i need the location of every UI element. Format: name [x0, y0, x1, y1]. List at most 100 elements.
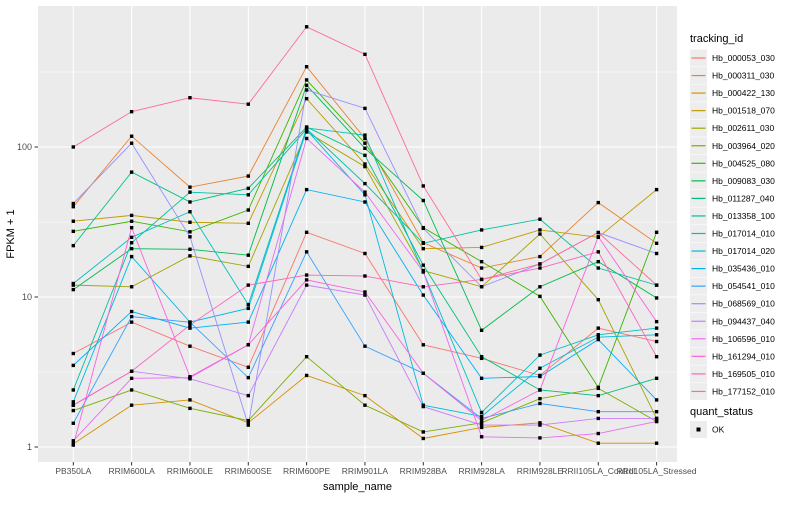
- data-point: [188, 210, 192, 214]
- legend-title-tracking-id: tracking_id: [690, 33, 743, 45]
- data-point: [654, 416, 659, 421]
- data-point: [188, 326, 192, 330]
- data-point: [363, 133, 367, 137]
- data-point: [538, 285, 542, 289]
- data-point: [188, 398, 192, 402]
- data-point: [71, 351, 75, 356]
- data-point: [479, 418, 484, 423]
- data-point: [363, 193, 367, 197]
- data-point: [246, 320, 250, 324]
- data-point: [479, 245, 484, 250]
- data-point: [129, 314, 134, 319]
- y-tick-label: 1: [27, 442, 32, 452]
- data-point: [188, 247, 192, 251]
- data-point: [71, 281, 75, 286]
- data-point: [129, 309, 134, 314]
- data-point: [304, 130, 309, 134]
- data-point: [363, 293, 367, 297]
- data-point: [479, 228, 484, 232]
- data-point: [71, 403, 75, 407]
- legend-item-ok: OK: [690, 421, 725, 438]
- data-point: [421, 263, 425, 267]
- data-point: [71, 408, 75, 413]
- data-point: [538, 436, 542, 440]
- data-point: [538, 423, 542, 427]
- data-point: [654, 296, 659, 300]
- data-point: [654, 187, 659, 192]
- data-point: [538, 262, 542, 266]
- data-point: [188, 344, 192, 348]
- data-point: [304, 88, 309, 92]
- data-point: [304, 354, 309, 359]
- data-point: [538, 401, 542, 406]
- legend-item-Hb_054541_010: Hb_054541_010: [690, 277, 775, 295]
- data-point: [304, 78, 309, 82]
- data-point: [188, 320, 192, 324]
- data-point: [246, 174, 250, 178]
- data-point: [538, 353, 542, 357]
- data-point: [479, 328, 484, 332]
- data-point: [596, 441, 600, 445]
- data-point: [363, 153, 367, 158]
- data-point: [188, 220, 192, 224]
- data-point: [538, 421, 542, 425]
- data-point: [304, 230, 309, 234]
- legend-item-label: OK: [712, 425, 725, 435]
- data-point: [596, 335, 600, 339]
- data-point: [654, 319, 659, 324]
- data-point: [363, 251, 367, 256]
- x-tick-label: RRIM600LE: [167, 466, 214, 476]
- x-tick-label: RRIM928BA: [400, 466, 448, 476]
- legend-item-label: Hb_177152_010: [712, 386, 775, 396]
- data-point: [129, 403, 134, 407]
- data-point: [479, 285, 484, 289]
- data-point: [188, 200, 192, 204]
- legend-item-label: Hb_000053_030: [712, 53, 775, 63]
- data-point: [654, 283, 659, 287]
- data-point: [246, 253, 250, 257]
- y-axis-title: FPKM + 1: [5, 209, 17, 258]
- data-point: [479, 410, 484, 415]
- data-point: [71, 388, 75, 392]
- data-point: [538, 217, 542, 221]
- legend-item-label: Hb_001518_070: [712, 106, 775, 116]
- data-point: [304, 96, 309, 101]
- data-point: [421, 371, 425, 375]
- data-point: [596, 337, 600, 342]
- data-point: [479, 416, 484, 421]
- data-point: [129, 213, 134, 218]
- x-tick-label: RRIM600SE: [225, 466, 273, 476]
- data-point: [654, 333, 659, 337]
- legend-item-label: Hb_169505_010: [712, 369, 775, 379]
- data-point: [246, 365, 250, 369]
- data-point: [421, 285, 425, 289]
- data-point: [479, 259, 484, 264]
- data-point: [538, 254, 542, 259]
- data-point: [654, 241, 659, 246]
- data-point: [188, 254, 192, 258]
- data-point: [246, 418, 250, 423]
- data-point: [479, 423, 484, 427]
- data-point: [246, 375, 250, 380]
- data-point: [188, 185, 192, 189]
- legend-item-Hb_000311_030: Hb_000311_030: [690, 67, 775, 85]
- data-point: [479, 354, 484, 359]
- data-point: [479, 266, 484, 270]
- data-point: [246, 208, 250, 212]
- data-point: [596, 259, 600, 264]
- legend-item-Hb_000053_030: Hb_000053_030: [690, 49, 775, 67]
- data-point: [246, 393, 250, 398]
- data-point: [479, 277, 484, 282]
- data-point: [596, 230, 600, 235]
- data-point: [129, 388, 134, 392]
- data-point: [129, 246, 134, 251]
- data-point: [129, 254, 134, 259]
- data-point: [71, 443, 75, 447]
- legend-item-label: Hb_161294_010: [712, 351, 775, 361]
- data-point: [363, 403, 367, 407]
- legend-item-label: Hb_017014_020: [712, 246, 775, 256]
- data-point: [596, 393, 600, 398]
- data-point: [304, 128, 309, 132]
- legend-item-label: Hb_000311_030: [712, 71, 775, 81]
